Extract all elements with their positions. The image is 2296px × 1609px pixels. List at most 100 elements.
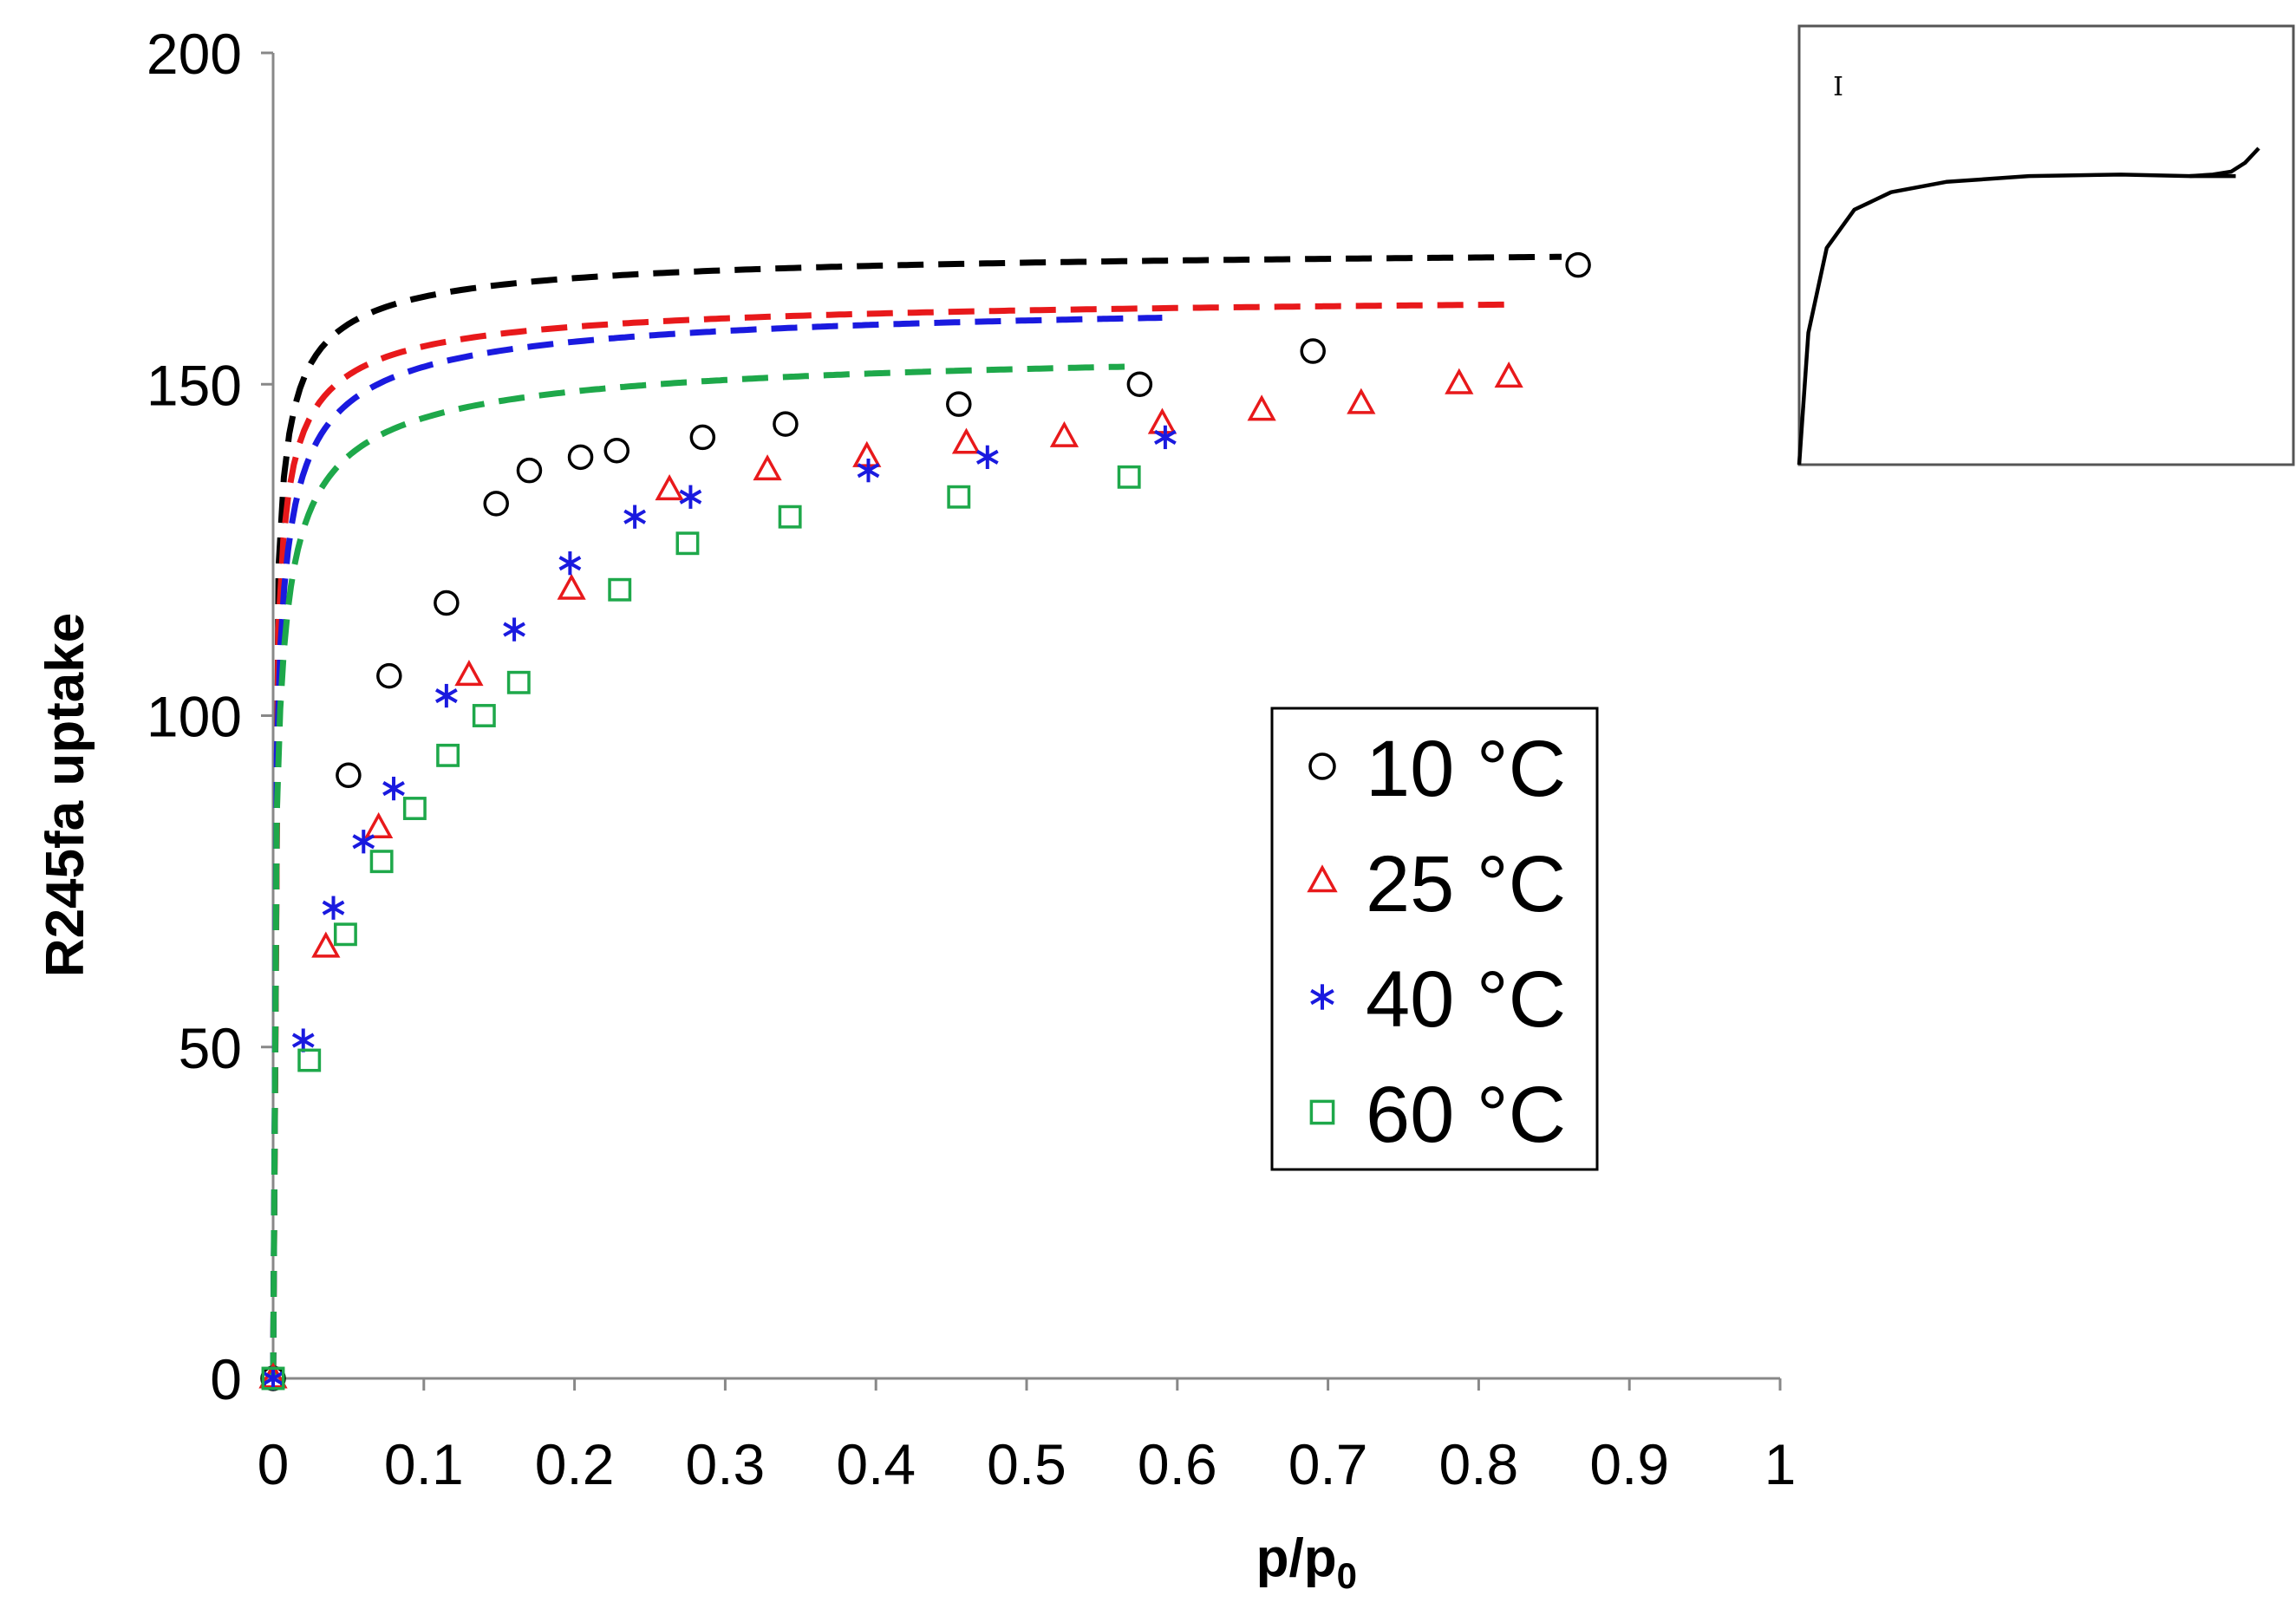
y-axis-title: R245fa uptake — [36, 613, 95, 977]
triangle-mark — [454, 660, 484, 687]
fit-curve-triangle — [270, 301, 1510, 1379]
x-tick-label: 0.3 — [686, 1432, 766, 1496]
data-point-asterisk — [1154, 425, 1177, 450]
marker-asterisk — [1310, 984, 1334, 1010]
data-point-square — [506, 670, 531, 694]
asterisk-stroke — [1154, 429, 1177, 445]
data-point-circle — [376, 662, 402, 689]
circle-mark — [946, 391, 972, 417]
triangle-mark — [1347, 388, 1376, 414]
triangle-mark — [1307, 864, 1338, 893]
inset-plot: I — [1797, 24, 2295, 466]
series-triangle — [258, 362, 1523, 1389]
data-point-triangle — [1445, 368, 1474, 394]
data-point-triangle — [1247, 394, 1276, 421]
square-mark — [1117, 465, 1141, 489]
y-tick-label: 150 — [147, 353, 242, 417]
data-point-triangle — [454, 660, 484, 687]
asterisk-stroke — [1310, 988, 1334, 1006]
data-point-asterisk — [679, 485, 702, 509]
data-point-triangle — [364, 811, 394, 838]
data-point-asterisk — [322, 896, 345, 920]
legend-label: 10 °C — [1366, 725, 1566, 813]
data-point-square — [675, 531, 700, 556]
x-tick-label: 0.4 — [836, 1432, 916, 1496]
asterisk-stroke — [382, 781, 405, 797]
circle-mark — [1308, 752, 1336, 780]
asterisk-stroke — [975, 449, 999, 465]
data-point-square — [369, 850, 394, 874]
data-point-circle — [483, 491, 509, 517]
asterisk-stroke — [291, 1032, 315, 1048]
circle-mark — [483, 491, 509, 517]
fit-curve-circle — [270, 253, 1562, 1379]
data-point-circle — [773, 411, 799, 437]
data-point-asterisk — [262, 1366, 284, 1391]
square-mark — [436, 743, 460, 767]
data-point-square — [261, 1366, 285, 1391]
circle-mark — [336, 762, 362, 789]
circle-mark — [603, 437, 630, 464]
square-mark — [333, 922, 357, 947]
asterisk-stroke — [679, 489, 702, 505]
data-point-triangle — [1494, 362, 1523, 388]
triangle-mark — [1247, 394, 1276, 421]
y-tick-label: 0 — [210, 1347, 242, 1411]
square-mark — [608, 577, 632, 602]
triangle-mark — [1049, 420, 1080, 447]
data-point-circle — [603, 437, 630, 464]
square-mark — [506, 670, 531, 694]
square-mark — [947, 485, 971, 509]
data-point-square — [297, 1048, 322, 1072]
data-point-square — [436, 743, 460, 767]
x-tick-label: 0.7 — [1288, 1432, 1368, 1496]
circle-mark — [567, 444, 594, 471]
legend-box — [1270, 707, 1599, 1171]
x-tick-label: 1 — [1764, 1432, 1797, 1496]
triangle-mark — [1445, 368, 1474, 394]
x-tick-label: 0.9 — [1589, 1432, 1669, 1496]
data-point-square — [402, 797, 427, 820]
square-mark — [402, 797, 427, 820]
circle-mark — [1565, 251, 1591, 278]
triangle-mark — [655, 474, 684, 501]
data-point-asterisk — [503, 617, 525, 642]
triangle-mark — [753, 454, 782, 481]
circle-mark — [376, 662, 402, 689]
series-asterisk — [262, 425, 1177, 1391]
triangle-mark — [951, 427, 982, 454]
fit-curve-asterisk — [270, 315, 1163, 1379]
data-point-asterisk — [352, 830, 375, 854]
circle-mark — [516, 457, 543, 484]
legend-label: 60 °C — [1366, 1071, 1566, 1159]
data-point-asterisk — [291, 1028, 315, 1052]
x-tick-label: 0.6 — [1138, 1432, 1217, 1496]
circle-mark — [1300, 338, 1326, 364]
x-tick-label: 0.2 — [535, 1432, 615, 1496]
data-point-asterisk — [434, 683, 458, 708]
triangle-mark — [557, 573, 586, 600]
circle-mark — [1126, 371, 1153, 397]
data-point-square — [947, 485, 971, 509]
legend-item: 10 °C — [1308, 725, 1566, 813]
legend-label: 25 °C — [1366, 840, 1566, 928]
data-point-triangle — [753, 454, 782, 481]
inset-curve-upturn — [2189, 147, 2260, 179]
legend-item: 40 °C — [1310, 955, 1566, 1044]
triangle-mark — [1494, 362, 1523, 388]
data-point-triangle — [1049, 420, 1080, 447]
marker-circle — [1308, 752, 1336, 780]
asterisk-stroke — [434, 688, 458, 704]
data-point-triangle — [1147, 407, 1177, 434]
data-point-asterisk — [382, 776, 405, 801]
square-mark — [675, 531, 700, 556]
data-point-asterisk — [623, 505, 646, 529]
data-point-square — [472, 704, 496, 727]
x-tick-label: 0 — [258, 1432, 290, 1496]
main-plot: 0 50 100 150 200 0 0.1 0.2 0.3 0.4 0.5 0.6 0.7 0.8 0.9… — [36, 22, 1796, 1596]
data-point-circle — [1126, 371, 1153, 397]
data-point-triangle — [557, 573, 586, 600]
fit-curve-square — [270, 363, 1125, 1379]
asterisk-stroke — [558, 556, 582, 571]
asterisk-stroke — [857, 463, 880, 479]
